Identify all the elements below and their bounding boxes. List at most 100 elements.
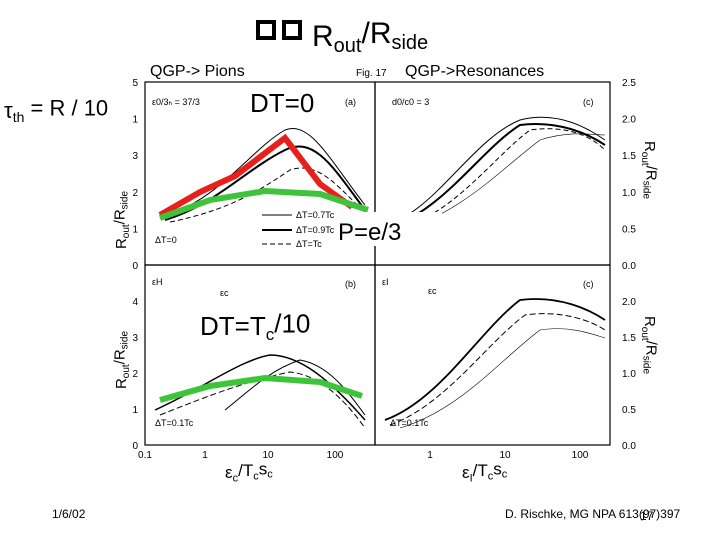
panel-label: (c) [583,97,594,107]
text-part: c [502,469,508,481]
note: ε0/3ₕ = 37/3 [152,97,200,107]
annotation: DT=Tc/10 [200,308,310,344]
y-tick-label: 0.0 [622,261,636,272]
y-tick-label: 3 [132,333,138,344]
y-axis-label: Rout/Rside [639,316,660,375]
text-part: /R [643,341,660,356]
y-tick-label: 3 [132,151,138,162]
green-highlight [158,187,369,221]
y-tick-label: 0.0 [622,441,636,452]
text-part: /T [238,461,253,480]
text-part: ε [225,463,233,482]
x-tick-label: 100 [572,450,589,461]
slide-title: Rout/Rside [312,17,428,57]
y-axis-label: Rout/Rside [112,191,133,250]
text-part: /T [473,461,488,480]
annotation: DT=0 [250,88,314,118]
y-tick-label: 2 [132,188,138,199]
y-tick-label: 2.0 [622,115,636,126]
y-tick-label: 1.0 [622,188,636,199]
x-axis-label: εc/Tcsc [225,459,273,484]
legend-entry: ΔT=0.7Tc [296,210,335,220]
y-tick-label: 1 [132,224,138,235]
y-tick-label: 2.0 [622,297,636,308]
citation: D. Rischke, MG NPA 613(97)397 [505,507,681,521]
marker-label: εH [152,277,163,287]
text-part: /R [643,166,660,181]
y-tick-label: 5 [132,78,138,89]
panel-label: (c) [583,279,594,289]
text-part: side [641,356,652,375]
text-part: R [641,141,658,152]
left-heading: QGP-> Pions [150,63,245,80]
note: ΔT=0.1Tc [390,418,429,428]
text-part: s [493,459,502,478]
y-tick-label: 2.5 [622,78,636,89]
y-tick-label: 1.5 [622,151,636,162]
x-tick-label: 10 [262,450,274,461]
label-bg [334,212,442,246]
text-part: side [391,32,428,54]
text-part: out [334,35,362,57]
text-part: c [488,471,494,483]
text-part: R [113,238,130,249]
y-tick-label: 0.5 [622,224,636,235]
text-part: ε [462,463,470,482]
x-tick-label: 10 [499,450,511,461]
tau-label: τth = R / 10 [4,96,108,126]
date: 1/6/02 [52,507,86,521]
y-tick-label: 1 [132,405,138,416]
text-part: c [266,325,275,344]
legend-entry: ΔT=Tc [296,239,322,249]
y-tick-label: 0 [132,441,138,452]
text-part: side [120,191,131,210]
x-tick-label: 0.1 [138,450,152,461]
text-part: c [253,471,259,483]
text-part: out [639,327,650,341]
page-number: 17 [640,509,654,523]
x-tick-label: 1 [202,450,208,461]
y-tick-label: 0.5 [622,405,636,416]
x-axis-label: εI/Tcsc [462,459,508,484]
text-part: /R [361,17,391,50]
note: d0/c0 = 3 [392,97,429,107]
text-part: c [233,472,239,484]
red-highlight [158,133,354,218]
panel-frame [374,264,611,446]
marker-label: εc [428,286,437,296]
text-part: DT=T [200,311,266,341]
y-tick-label: 2 [132,369,138,380]
note: ΔT=0 [155,235,177,245]
y-tick-label: 4 [132,297,138,308]
text-part: th [13,109,25,125]
y-axis-label: Rout/Rside [639,141,660,200]
text-part: I [470,472,473,484]
text-part: τ [4,98,13,123]
x-tick-label: 100 [327,450,344,461]
fig-label: Fig. 17 [356,68,387,79]
note: ΔT=0.1Tc [155,418,194,428]
text-part: out [121,364,132,378]
marker-label: εc [220,288,229,298]
text-part: R [312,20,334,53]
text-part: side [120,331,131,350]
legend-lines [262,214,292,245]
panel-label: (a) [345,97,356,107]
marker-label: εI [382,277,389,287]
text-part: s [259,459,268,478]
text-part: out [121,224,132,238]
panel-label: (b) [345,279,356,289]
y-tick-label: 1.5 [622,333,636,344]
text-part: /R [112,209,129,224]
text-part: R [641,316,658,327]
y-tick-label: 0 [132,261,138,272]
x-tick-label: 1 [427,450,433,461]
y-axis-label: Rout/Rside [112,331,133,390]
text-part: /R [112,349,129,364]
legend-entry: ΔT=0.9Tc [296,225,335,235]
bullet [256,20,276,40]
text-part: R [113,378,130,389]
text-part: side [641,181,652,200]
right-heading: QGP->Resonances [405,63,544,80]
